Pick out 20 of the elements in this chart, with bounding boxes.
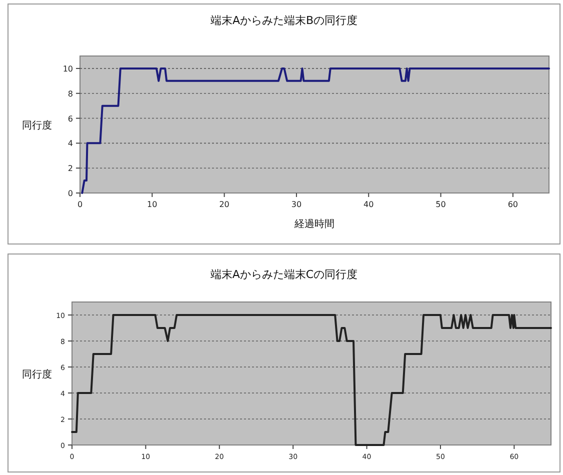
- x-tick-label: 20: [219, 200, 230, 209]
- chart-title: 端末Aからみた端末Cの同行度: [210, 268, 358, 281]
- x-tick-label: 40: [364, 200, 374, 209]
- y-tick-label: 0: [68, 189, 73, 198]
- x-tick-label: 60: [508, 200, 518, 209]
- y-axis-title: 同行度: [22, 368, 52, 380]
- x-tick-label: 10: [147, 200, 158, 209]
- line-series: [81, 67, 550, 194]
- chart-title: 端末Aからみた端末Bの同行度: [210, 14, 358, 27]
- x-tick-label: 0: [77, 200, 83, 209]
- y-tick-label: 6: [68, 114, 73, 124]
- y-tick-label: 2: [68, 164, 73, 174]
- y-axis-title: 同行度: [22, 120, 52, 132]
- x-tick-label: 50: [436, 200, 446, 209]
- x-axis-title: 経過時間: [294, 218, 334, 230]
- y-tick-label: 4: [68, 139, 73, 148]
- y-tick-label: 8: [68, 89, 73, 98]
- x-tick-label: 30: [291, 200, 302, 209]
- y-tick-label: 10: [62, 64, 73, 74]
- line-series: [71, 314, 552, 446]
